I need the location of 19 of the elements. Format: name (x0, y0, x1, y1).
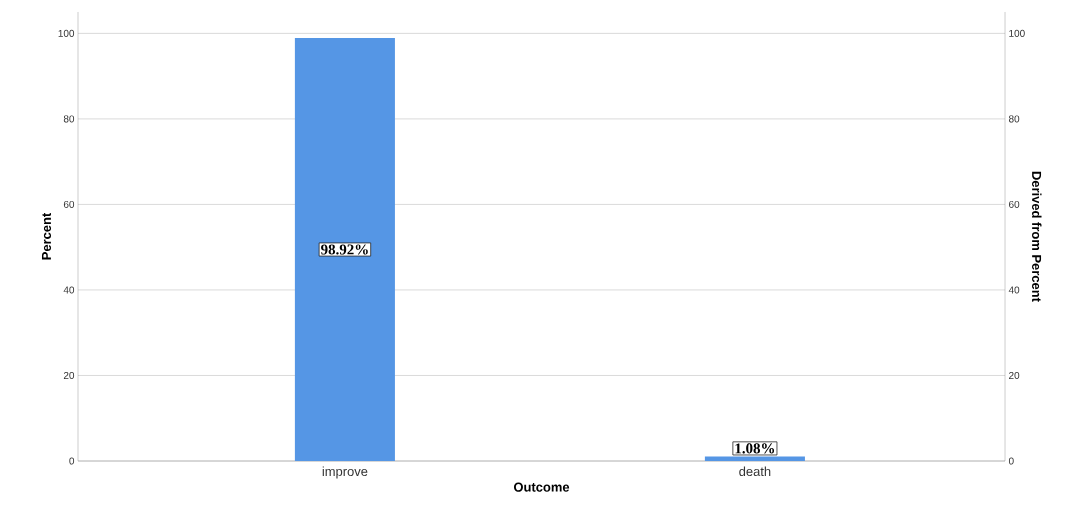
x-tick-label: improve (322, 466, 368, 479)
y-tick-label: 20 (63, 371, 75, 379)
x-tick-label: death (739, 466, 771, 477)
y2-tick-label: 80 (1008, 115, 1020, 123)
y-tick-label: 0 (69, 457, 75, 465)
y2-tick-label: 20 (1009, 371, 1020, 379)
x-axis-title: Outcome (513, 482, 570, 492)
y-tick-label: 100 (58, 29, 75, 37)
y-axis-title: Percent (41, 212, 52, 260)
y2-tick-label: 0 (1008, 457, 1014, 465)
data-label: 98.92% (321, 244, 368, 255)
y-tick-label: 80 (63, 115, 75, 123)
y2-tick-label: 60 (1009, 200, 1020, 208)
y2-axis-title: Derived from Percent (1032, 171, 1042, 302)
data-label: 1.08% (735, 443, 775, 454)
y2-tick-label: 100 (1009, 29, 1025, 37)
y-tick-label: 60 (63, 200, 75, 208)
y-tick-label: 40 (63, 286, 75, 294)
y2-tick-label: 40 (1008, 286, 1020, 294)
